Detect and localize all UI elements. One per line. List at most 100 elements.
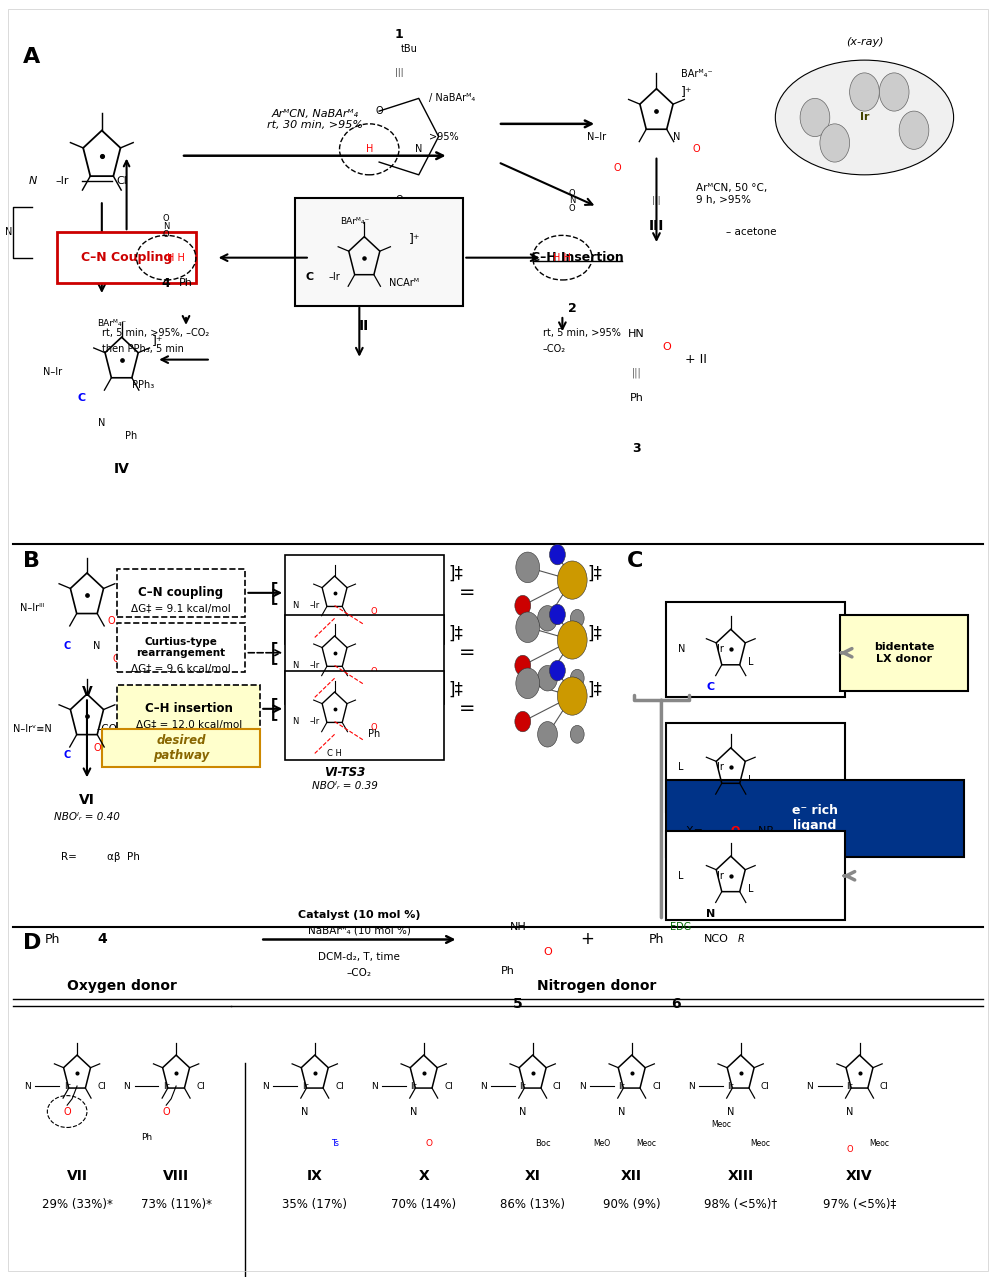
Text: D: D bbox=[23, 933, 41, 954]
Circle shape bbox=[879, 73, 909, 111]
Text: N: N bbox=[672, 132, 680, 142]
Text: desired
pathway: desired pathway bbox=[153, 735, 209, 763]
Text: –Ir: –Ir bbox=[310, 660, 320, 669]
Bar bbox=[295, 198, 463, 306]
Text: Cl: Cl bbox=[444, 1082, 453, 1091]
Text: rt, 5 min, >95%, –CO₂: rt, 5 min, >95%, –CO₂ bbox=[102, 328, 209, 338]
Text: tBu: tBu bbox=[400, 44, 417, 54]
Text: N: N bbox=[677, 644, 685, 654]
Text: –Ir: –Ir bbox=[310, 602, 320, 611]
Text: , NR: , NR bbox=[751, 826, 774, 836]
Circle shape bbox=[550, 544, 566, 564]
Text: ΔG‡ = 12.0 kcal/mol: ΔG‡ = 12.0 kcal/mol bbox=[135, 721, 242, 731]
Text: / NaBArᴹ₄: / NaBArᴹ₄ bbox=[428, 93, 475, 104]
Text: αβ  Ph: αβ Ph bbox=[107, 851, 139, 861]
Text: O: O bbox=[371, 667, 377, 676]
Text: Ph: Ph bbox=[140, 1133, 152, 1142]
Text: L: L bbox=[678, 870, 684, 881]
Text: NBOᴵᵣ = 0.40: NBOᴵᵣ = 0.40 bbox=[54, 812, 120, 822]
Text: IV: IV bbox=[114, 462, 129, 476]
Text: Ph: Ph bbox=[648, 933, 664, 946]
Text: –Ir: –Ir bbox=[310, 717, 320, 726]
Text: BArᴹ₄⁻: BArᴹ₄⁻ bbox=[340, 216, 369, 225]
Text: NCO: NCO bbox=[703, 934, 728, 945]
Text: C: C bbox=[626, 550, 643, 571]
Text: N: N bbox=[292, 602, 298, 611]
Bar bbox=[102, 730, 260, 768]
Text: NH: NH bbox=[509, 922, 526, 932]
Text: 2: 2 bbox=[568, 302, 577, 315]
Text: –CO₂: –CO₂ bbox=[347, 968, 372, 978]
Text: then PPh₃, 5 min: then PPh₃, 5 min bbox=[102, 344, 183, 355]
Text: VI: VI bbox=[79, 792, 95, 806]
Circle shape bbox=[515, 655, 531, 676]
Text: + II: + II bbox=[685, 353, 707, 366]
Text: O: O bbox=[162, 1106, 170, 1116]
Text: N: N bbox=[28, 177, 37, 186]
Text: O: O bbox=[113, 654, 121, 664]
Text: Oxygen donor: Oxygen donor bbox=[67, 979, 176, 993]
Text: C–H Insertion: C–H Insertion bbox=[531, 251, 623, 264]
Text: C: C bbox=[64, 750, 71, 760]
Text: –Ir: –Ir bbox=[56, 177, 69, 186]
Text: O: O bbox=[371, 723, 377, 732]
Bar bbox=[666, 602, 845, 698]
Text: NaBArᴹ₄ (10 mol %): NaBArᴹ₄ (10 mol %) bbox=[308, 925, 410, 936]
Text: N: N bbox=[579, 1082, 586, 1091]
Text: N: N bbox=[846, 1106, 854, 1116]
Text: [: [ bbox=[270, 581, 280, 605]
Circle shape bbox=[538, 722, 558, 748]
Text: ]‡: ]‡ bbox=[587, 681, 602, 699]
Ellipse shape bbox=[775, 60, 953, 175]
Text: Ir: Ir bbox=[717, 870, 724, 881]
Text: ]⁺: ]⁺ bbox=[151, 334, 162, 347]
Text: =: = bbox=[458, 584, 475, 603]
Text: Cl: Cl bbox=[879, 1082, 888, 1091]
Text: |||: ||| bbox=[394, 68, 403, 77]
Text: Ph: Ph bbox=[125, 431, 137, 442]
Text: –Ir: –Ir bbox=[329, 271, 341, 282]
Text: Ir: Ir bbox=[302, 1082, 308, 1091]
Text: VI-TS1: VI-TS1 bbox=[324, 650, 366, 663]
Text: BArᴹ₄⁻: BArᴹ₄⁻ bbox=[97, 319, 126, 328]
Circle shape bbox=[820, 124, 850, 163]
Text: O
N
O: O N O bbox=[569, 189, 576, 212]
Circle shape bbox=[571, 726, 585, 744]
Circle shape bbox=[558, 561, 587, 599]
Text: Cl: Cl bbox=[761, 1082, 770, 1091]
Text: N: N bbox=[124, 1082, 129, 1091]
Text: Cl: Cl bbox=[652, 1082, 661, 1091]
Text: H H: H H bbox=[554, 252, 572, 262]
Text: Ir: Ir bbox=[520, 1082, 526, 1091]
Circle shape bbox=[899, 111, 929, 150]
Text: N: N bbox=[94, 641, 101, 652]
Text: O: O bbox=[371, 608, 377, 617]
Text: N–Irᵛ≡N: N–Irᵛ≡N bbox=[13, 724, 52, 735]
Text: C–N Coupling: C–N Coupling bbox=[81, 251, 172, 264]
Text: VI-TS2: VI-TS2 bbox=[324, 710, 366, 723]
Text: L: L bbox=[748, 776, 753, 785]
Text: Curtius-type
rearrangement: Curtius-type rearrangement bbox=[136, 637, 226, 658]
Text: 4: 4 bbox=[161, 276, 170, 289]
Text: L: L bbox=[748, 883, 753, 893]
Text: N: N bbox=[99, 419, 106, 429]
Text: Ph: Ph bbox=[629, 393, 643, 403]
Text: NBOᴵᵣ = 0.32: NBOᴵᵣ = 0.32 bbox=[312, 666, 377, 676]
Text: |||: ||| bbox=[652, 196, 660, 205]
Text: Cl: Cl bbox=[335, 1082, 344, 1091]
Text: N: N bbox=[301, 1106, 309, 1116]
Text: Ts: Ts bbox=[331, 1139, 339, 1148]
Text: Ir: Ir bbox=[64, 1082, 71, 1091]
Text: BArᴹ₄⁻: BArᴹ₄⁻ bbox=[681, 69, 713, 79]
Text: 3: 3 bbox=[632, 443, 641, 456]
Bar bbox=[840, 614, 968, 691]
Text: Ph: Ph bbox=[501, 966, 515, 977]
Bar bbox=[57, 232, 196, 283]
Text: – acetone: – acetone bbox=[726, 227, 776, 237]
Circle shape bbox=[515, 712, 531, 732]
Text: R: R bbox=[361, 680, 368, 690]
Circle shape bbox=[516, 552, 540, 582]
Text: +: + bbox=[581, 931, 594, 948]
Text: N: N bbox=[619, 1106, 625, 1116]
Text: N: N bbox=[24, 1082, 31, 1091]
